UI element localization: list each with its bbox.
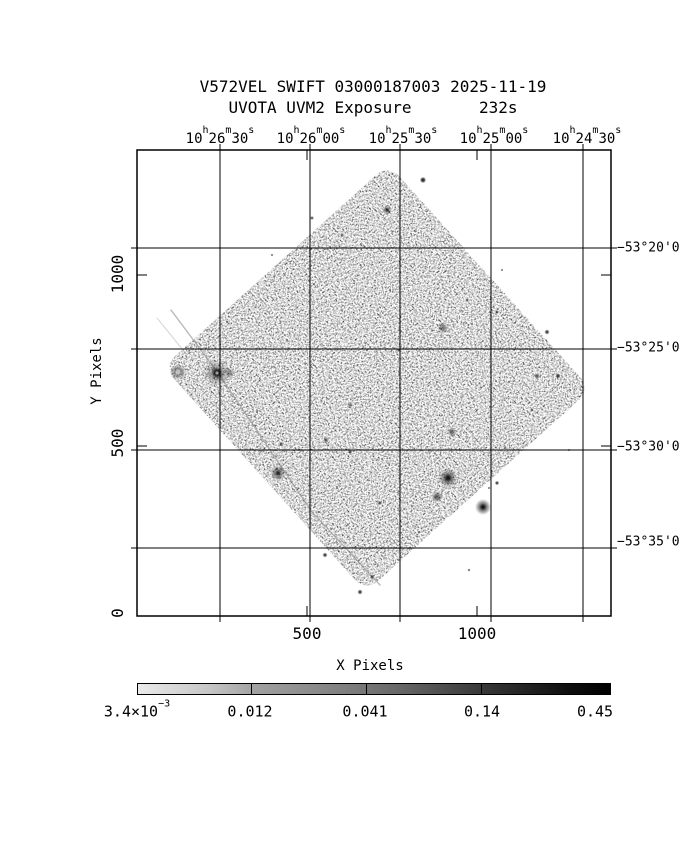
ra-tick-label-0: 10h26m30s [185,124,255,147]
dec-tick-label-1: −53°25'0 [617,340,680,356]
ra-tick-label-4: 10h24m30s [552,124,622,147]
dec-tick-label-3: −53°35'0 [617,534,680,550]
x-axis-label: X Pixels [336,658,404,674]
ra-unit-s: s [248,124,255,136]
field-diamond [169,170,585,586]
ra-tick-label-3: 10h25m00s [459,124,529,147]
grid-lines [131,144,617,622]
colorbar-tick-mark [251,684,252,694]
plot-frame [136,149,612,617]
ra-unit-h: h [202,124,209,136]
figure-title: V572VEL SWIFT 03000187003 2025-11-19 [199,77,547,96]
y-tick-label-1000: 1000 [108,254,127,294]
y-tick-label-0: 0 [108,608,127,618]
colorbar-label-2: 0.041 [342,702,388,721]
ra-unit-m: m [225,124,232,136]
colorbar-label-3: 0.14 [463,702,501,721]
colorbar [137,683,611,695]
dec-tick-label-0: −53°20'0 [617,240,680,256]
figure-subtitle: UVOTA UVM2 Exposure 232s [228,98,518,117]
ra-tick-label-2: 10h25m30s [368,124,438,147]
colorbar-label-0: 3.4×10−3 [103,698,171,721]
colorbar-label-4: 0.45 [576,702,614,721]
y-axis-label: Y Pixels [89,337,105,405]
exposure-map [131,144,617,622]
ra-tick-label-1: 10h26m00s [276,124,346,147]
colorbar-tick-mark [481,684,482,694]
colorbar-tick-mark [366,684,367,694]
colorbar-label-1: 0.012 [227,702,273,721]
x-tick-label-1000: 1000 [457,624,497,643]
y-tick-label-500: 500 [108,428,127,458]
dec-tick-label-2: −53°30'0 [617,439,680,455]
point-sources [170,176,571,595]
x-tick-label-500: 500 [292,624,322,643]
axis-ticks [137,150,611,616]
